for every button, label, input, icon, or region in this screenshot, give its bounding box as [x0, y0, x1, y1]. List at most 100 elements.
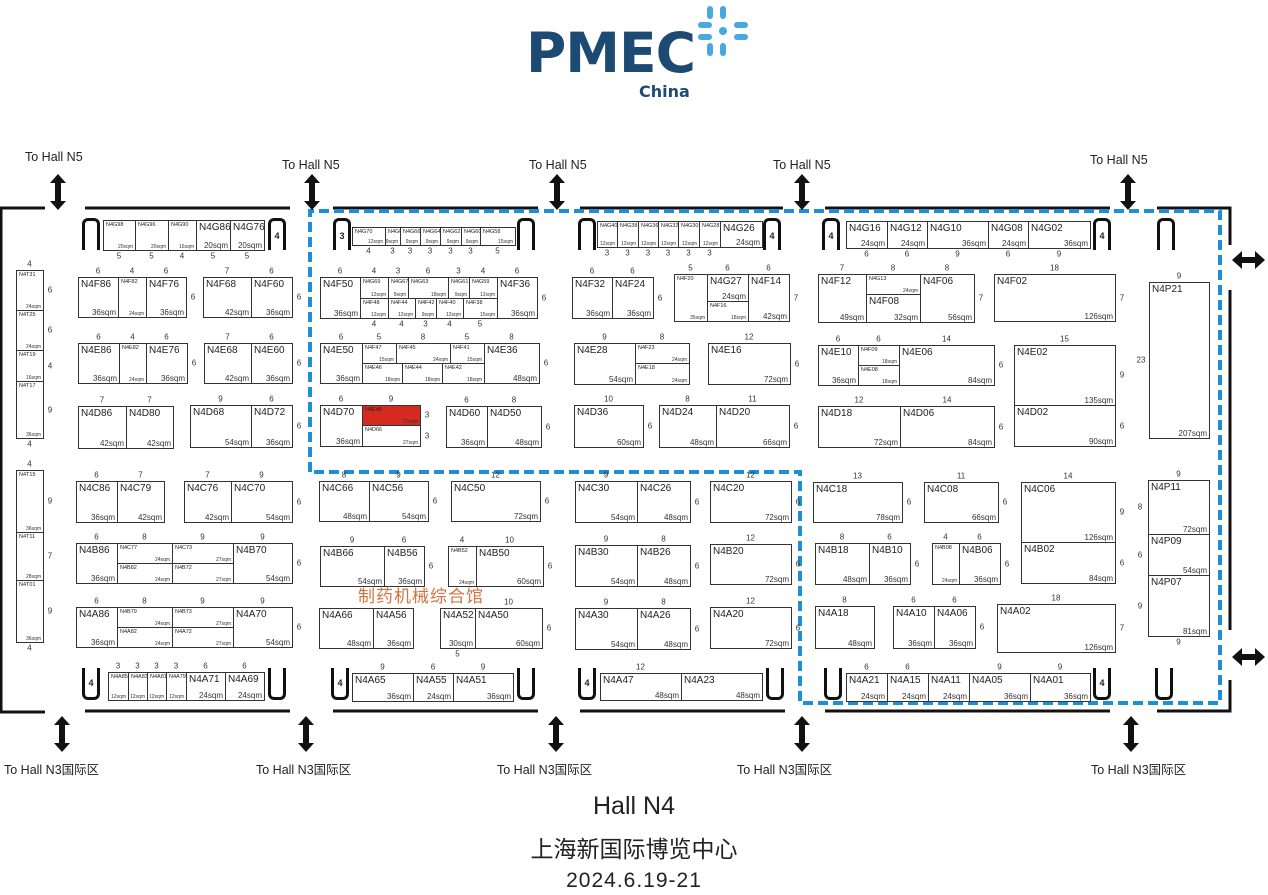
booth-n4f36[interactable]: N4F36 36sqm: [497, 277, 538, 319]
to-hall-n3-link[interactable]: To Hall N3国际区: [4, 763, 100, 777]
booth-n4e50[interactable]: N4E50 36sqm: [320, 343, 363, 384]
booth-n4f41[interactable]: N4F41 15sqm: [450, 343, 485, 364]
booth-n4c66[interactable]: N4C66 48sqm: [319, 481, 370, 522]
booth-n4g70[interactable]: N4G70 12sqm: [352, 227, 386, 246]
booth-n4e02[interactable]: N4E02 135sqm: [1014, 345, 1116, 406]
booth-n4g28[interactable]: N4G28 12sqm: [699, 221, 721, 248]
booth-n4g90[interactable]: N4G90 16sqm: [168, 220, 197, 251]
booth-n4d72[interactable]: N4D72 36sqm: [251, 405, 293, 448]
booth-n4p07[interactable]: N4P07 81sqm: [1148, 575, 1210, 637]
booth-n4g38[interactable]: N4G38 12sqm: [617, 221, 639, 248]
booth-n4a82[interactable]: N4A82 24sqm: [117, 627, 173, 648]
booth-n4p21[interactable]: N4P21 207sqm: [1149, 282, 1210, 439]
booth-n4g32[interactable]: N4G32 12sqm: [658, 221, 679, 248]
booth-n4e48[interactable]: N4E48 27sqm: [362, 405, 421, 426]
booth-n4f44[interactable]: N4F44 12sqm: [388, 298, 416, 319]
booth-n4e18[interactable]: N4E18 24sqm: [635, 363, 690, 385]
booth-n4d60[interactable]: N4D60 36sqm: [446, 406, 488, 448]
booth-n4t15[interactable]: N4T15 36sqm: [16, 470, 44, 533]
booth-n4b08[interactable]: N4B08 24sqm: [932, 543, 960, 585]
booth-n4d70[interactable]: N4D70 36sqm: [320, 405, 363, 447]
booth-n4p09[interactable]: N4P09 54sqm: [1148, 534, 1210, 576]
booth-n4a51[interactable]: N4A51 36sqm: [453, 673, 514, 702]
booth-n4a66[interactable]: N4A66 48sqm: [319, 608, 374, 649]
booth-n4b52[interactable]: N4B52 24sqm: [448, 546, 477, 587]
booth-n4d80[interactable]: N4D80 42sqm: [126, 406, 174, 449]
booth-n4b86[interactable]: N4B86 36sqm: [76, 543, 118, 584]
booth-n4b26[interactable]: N4B26 48sqm: [637, 545, 691, 587]
booth-n4f68[interactable]: N4F68 42sqm: [203, 277, 252, 318]
booth-n4t11[interactable]: N4T11 28sqm: [16, 532, 44, 581]
to-hall-n5-link[interactable]: To Hall N5: [25, 150, 83, 164]
booth-n4f86[interactable]: N4F86 36sqm: [78, 277, 119, 318]
booth-n4g64[interactable]: N4G64 9sqm: [420, 227, 441, 246]
booth-n4g30[interactable]: N4G30 12sqm: [678, 221, 700, 248]
booth-n4a72[interactable]: N4A72 27sqm: [172, 627, 234, 648]
booth-n4d66[interactable]: N4D66 27sqm: [362, 425, 421, 447]
booth-n4f48[interactable]: N4F48 12sqm: [360, 298, 389, 319]
booth-n4g86[interactable]: N4G86 20sqm: [196, 220, 231, 251]
booth-n4a81[interactable]: N4A81 12sqm: [147, 672, 167, 701]
booth-n4a20[interactable]: N4A20 72sqm: [710, 607, 792, 649]
booth-n4e60[interactable]: N4E60 36sqm: [251, 343, 293, 384]
booth-n4a23[interactable]: N4A23 48sqm: [681, 673, 763, 701]
booth-n4f23[interactable]: N4F23 24sqm: [635, 343, 690, 364]
booth-n4a85[interactable]: N4A85 12sqm: [108, 672, 129, 701]
booth-n4a11[interactable]: N4A11 24sqm: [928, 673, 970, 702]
booth-n4b73[interactable]: N4B73 27sqm: [172, 607, 234, 628]
booth-n4c20[interactable]: N4C20 72sqm: [710, 481, 792, 523]
booth-n4a65[interactable]: N4A65 36sqm: [352, 673, 414, 702]
booth-n4c18[interactable]: N4C18 78sqm: [813, 482, 903, 523]
booth-n4g08[interactable]: N4G08 24sqm: [988, 221, 1029, 249]
booth-n4g12[interactable]: N4G12 24sqm: [887, 221, 928, 249]
booth-n4t19[interactable]: N4T19 16sqm: [16, 350, 44, 382]
booth-n4a56[interactable]: N4A56 36sqm: [373, 608, 414, 649]
booth-n4a18[interactable]: N4A18 48sqm: [815, 606, 875, 649]
booth-n4f24[interactable]: N4F24 36sqm: [612, 277, 654, 319]
to-hall-n3-link[interactable]: To Hall N3国际区: [737, 763, 833, 777]
booth-n4e16[interactable]: N4E16 72sqm: [708, 343, 791, 385]
booth-n4f16[interactable]: N4F16 18sqm: [707, 301, 749, 322]
booth-n4a55[interactable]: N4A55 24sqm: [413, 673, 454, 702]
to-hall-n5-link[interactable]: To Hall N5: [282, 158, 340, 172]
booth-n4c70[interactable]: N4C70 54sqm: [231, 481, 293, 523]
booth-n4g40[interactable]: N4G40 12sqm: [597, 221, 618, 248]
to-hall-n5-link[interactable]: To Hall N5: [773, 158, 831, 172]
booth-n4g02[interactable]: N4G02 36sqm: [1028, 221, 1091, 249]
booth-n4a83[interactable]: N4A83 12sqm: [128, 672, 148, 701]
booth-n4f82[interactable]: N4F82 24sqm: [118, 277, 147, 318]
booth-n4f09[interactable]: N4F09 18sqm: [858, 345, 900, 366]
booth-n4g59[interactable]: N4G59 12sqm: [469, 277, 498, 299]
booth-n4b20[interactable]: N4B20 72sqm: [710, 544, 792, 585]
booth-n4c30[interactable]: N4C30 54sqm: [575, 481, 638, 523]
booth-n4f60[interactable]: N4F60 36sqm: [251, 277, 293, 318]
booth-n4g62[interactable]: N4G62 9sqm: [440, 227, 462, 246]
booth-n4e06[interactable]: N4E06 84sqm: [899, 345, 995, 386]
booth-n4g98[interactable]: N4G98 20sqm: [103, 220, 136, 251]
booth-n4f12[interactable]: N4F12 49sqm: [818, 274, 867, 323]
booth-n4a01[interactable]: N4A01 36sqm: [1030, 673, 1091, 702]
booth-n4f40[interactable]: N4F40 12sqm: [436, 298, 464, 319]
booth-n4g36[interactable]: N4G36 12sqm: [638, 221, 659, 248]
booth-n4d18[interactable]: N4D18 72sqm: [818, 406, 901, 448]
booth-n4e86[interactable]: N4E86 36sqm: [78, 343, 120, 384]
booth-n4e68[interactable]: N4E68 42sqm: [204, 343, 252, 384]
booth-n4a02[interactable]: N4A02 126sqm: [997, 604, 1116, 653]
booth-n4f06[interactable]: N4F06 56sqm: [920, 274, 975, 323]
booth-n4c50[interactable]: N4C50 72sqm: [451, 481, 541, 522]
booth-n4c79[interactable]: N4C79 42sqm: [117, 481, 165, 523]
booth-n4d86[interactable]: N4D86 42sqm: [78, 406, 127, 449]
to-hall-n3-link[interactable]: To Hall N3国际区: [256, 763, 352, 777]
booth-n4d06[interactable]: N4D06 84sqm: [900, 406, 995, 448]
booth-n4t31[interactable]: N4T31 24sqm: [16, 270, 44, 311]
booth-n4f45[interactable]: N4F45 24sqm: [396, 343, 451, 364]
booth-n4c26[interactable]: N4C26 48sqm: [637, 481, 691, 523]
booth-n4t01[interactable]: N4T01 36sqm: [16, 580, 44, 643]
booth-n4a30[interactable]: N4A30 54sqm: [575, 608, 638, 650]
booth-n4b72[interactable]: N4B72 27sqm: [172, 563, 234, 584]
booth-n4a06[interactable]: N4A06 36sqm: [934, 606, 976, 649]
booth-n4g67[interactable]: N4G67 9sqm: [388, 277, 409, 299]
to-hall-n3-link[interactable]: To Hall N3国际区: [497, 763, 593, 777]
to-hall-n3-link[interactable]: To Hall N3国际区: [1091, 763, 1187, 777]
booth-n4g96[interactable]: N4G96 20sqm: [135, 220, 169, 251]
